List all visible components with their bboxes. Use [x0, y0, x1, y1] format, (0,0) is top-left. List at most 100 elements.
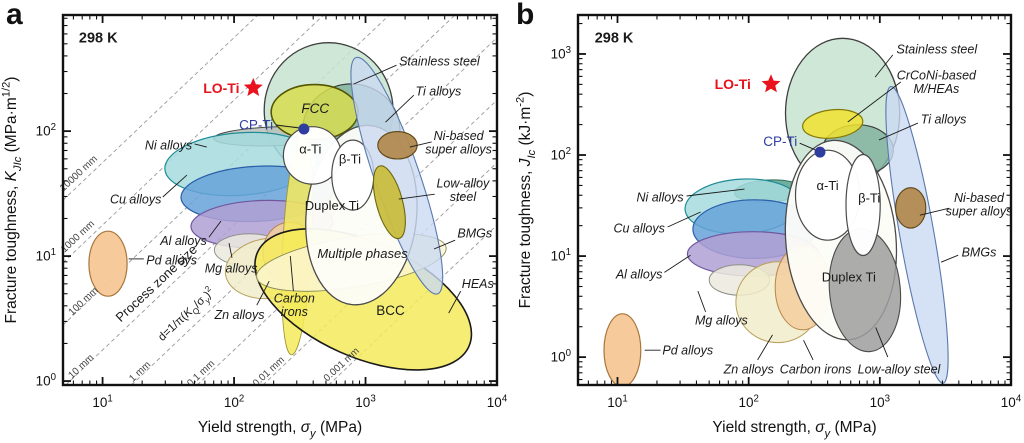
tick-label-10e3: 103: [870, 393, 890, 410]
tick-label-10e2: 102: [36, 122, 56, 139]
label-ti: β-Ti: [339, 151, 361, 166]
label-multiple-phases: Multiple phases: [317, 246, 408, 261]
leader-line: [409, 141, 432, 148]
label-100-mm: 100 mm: [67, 285, 101, 318]
label-pd-alloys: Pd alloys: [146, 253, 197, 267]
label-zn-alloys: Zn alloys: [213, 308, 264, 322]
region-bmgs: [885, 86, 949, 384]
label-298-k: 298 K: [595, 31, 634, 47]
tick-label-10e2: 102: [224, 393, 244, 410]
label-cu-alloys: Cu alloys: [110, 193, 161, 207]
panel-letter-b: b: [516, 0, 535, 31]
label-bcc: BCC: [376, 303, 405, 318]
label-ni-alloys: Ni alloys: [636, 190, 683, 204]
point-lo-ti-star-marker: [243, 77, 263, 96]
label-10-mm: 10 mm: [66, 352, 96, 381]
x-axis-title-a: Yield strength, σy (MPa): [198, 419, 362, 440]
y-axis-title-b: Fracture toughness, JIc (kJ·m-2): [515, 92, 539, 309]
label-298-k: 298 K: [79, 31, 118, 47]
region-ni-based-super-alloys: [377, 131, 418, 160]
label-mg-alloys: Mg alloys: [695, 313, 748, 327]
label-fcc: FCC: [301, 101, 329, 116]
leader-line: [194, 143, 207, 148]
label-ni-based: Ni-based super alloys: [946, 191, 1013, 219]
tick-label-10e3: 103: [551, 45, 571, 62]
tick-label-10e4: 104: [487, 393, 508, 410]
label-ti: α-Ti: [816, 178, 838, 193]
label-low-alloy-steel: Low-alloy steel: [858, 363, 942, 377]
tick-label-10e1: 101: [551, 247, 571, 264]
leader-line: [162, 174, 188, 198]
y-axis-title-a: Fracture toughness, KJIc (MPa·m1/2): [1, 77, 25, 324]
tick-label-10e0: 100: [36, 372, 57, 389]
leader-line: [757, 334, 773, 361]
label-crconi-based: CrCoNi-based M/HEAs: [897, 68, 977, 96]
point-cp-ti-dot-marker: [298, 123, 310, 135]
tick-label-10e2: 102: [738, 393, 758, 410]
leader-line: [228, 243, 233, 258]
panel-b: 298 K LO-Ti CP-Ti Stainless steel CrCoNi-bas…: [515, 13, 1022, 440]
leader-line: [664, 254, 691, 273]
leader-line: [433, 239, 456, 250]
region-pd-alloys: [603, 313, 642, 385]
label-ti-alloys: Ti alloys: [416, 84, 462, 98]
label-heas: HEAs: [462, 277, 494, 291]
label-duplex-ti: Duplex Ti: [822, 270, 876, 285]
tick-label-10e0: 100: [551, 348, 572, 365]
point-lo-ti-star-marker: [761, 74, 781, 93]
region-pd-alloys: [88, 230, 128, 297]
label-carbon: Carbon irons: [274, 292, 315, 320]
leader-line: [878, 122, 919, 141]
label-al-alloys: Al alloys: [159, 234, 207, 248]
leader-line: [448, 290, 462, 314]
tick-label-10e1: 101: [92, 393, 112, 410]
x-axis-title-b: Yield strength, σy (MPa): [712, 419, 876, 440]
leader-line: [256, 280, 270, 306]
label-ti: β-Ti: [858, 191, 880, 206]
leader-line: [686, 188, 745, 197]
label-cp-ti: CP-Ti: [239, 118, 273, 133]
label-cu-alloys: Cu alloys: [613, 222, 664, 236]
leader-line: [398, 193, 435, 200]
label-bmgs: BMGs: [457, 226, 492, 240]
leader-line: [803, 340, 814, 361]
tick-label-10e1: 101: [607, 393, 627, 410]
leader-line: [289, 256, 294, 292]
panel-a: 298 K LO-Ti CP-Ti Ni alloys Cu alloys Al allo…: [1, 13, 508, 440]
leader-line: [667, 211, 701, 228]
leader-line: [208, 220, 222, 238]
leader-line: [874, 54, 894, 78]
tick-label-10e2: 102: [551, 146, 571, 163]
leader-line: [919, 207, 950, 216]
process-zone-line-1000mm: [63, 15, 324, 264]
leader-line: [940, 254, 959, 263]
point-cp-ti-dot-marker: [814, 146, 826, 158]
tick-label-10e3: 103: [355, 393, 375, 410]
axes-box-a: [61, 13, 499, 387]
axes-box-b: [576, 13, 1013, 387]
label-1-mm: 1 mm: [127, 359, 153, 384]
region-crconi-based-m-heas: [802, 108, 864, 139]
label-lo-ti: LO-Ti: [203, 80, 239, 96]
label-ti-alloys: Ti alloys: [921, 112, 967, 126]
label-cp-ti: CP-Ti: [763, 134, 797, 149]
label-stainless-steel: Stainless steel: [897, 42, 979, 56]
leader-line: [276, 124, 300, 129]
leader-line: [697, 290, 707, 313]
label-pd-alloys: Pd alloys: [662, 344, 713, 358]
label-ti: α-Ti: [299, 142, 321, 157]
label-mg-alloys: Mg alloys: [205, 262, 258, 276]
tick-label-10e4: 104: [1001, 393, 1022, 410]
leader-line: [353, 64, 397, 85]
label-stainless-steel: Stainless steel: [399, 54, 481, 68]
leader-line: [799, 142, 816, 151]
label-bmgs: BMGs: [962, 246, 997, 260]
label-low-alloy: Low-alloy steel: [436, 176, 490, 204]
region-beta-ti: [845, 153, 881, 257]
label-zn-alloys: Zn alloys: [723, 363, 774, 377]
label-al-alloys: Al alloys: [615, 268, 663, 282]
leader-line: [385, 94, 415, 123]
label-ni-alloys: Ni alloys: [145, 139, 192, 153]
leader-line: [847, 81, 902, 123]
